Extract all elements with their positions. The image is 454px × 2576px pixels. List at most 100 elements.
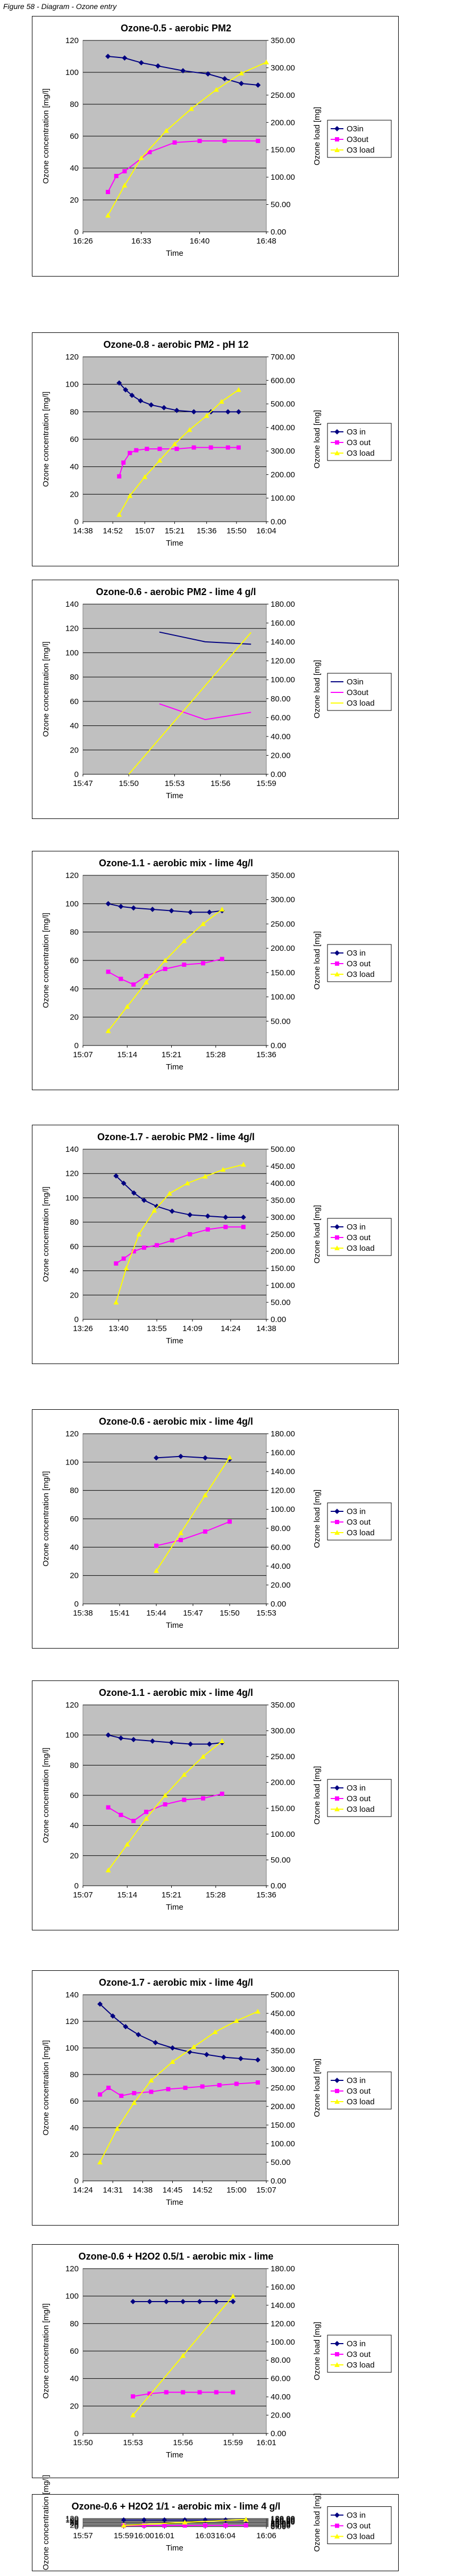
x-tick-label: 16:01 (155, 2531, 175, 2540)
data-point (231, 2390, 236, 2395)
y-tick-label: 100 (65, 68, 79, 77)
series-o3-out (98, 2080, 260, 2098)
data-point (122, 169, 127, 173)
y-tick-label: 20 (70, 1571, 79, 1580)
data-point (145, 447, 149, 451)
chart-svg: Ozone-0.5 - aerobic PM2 0 20 40 60 80 100 120 0.… (41, 23, 392, 258)
legend-swatch-marker (335, 440, 339, 445)
x-tick-label: 16:04 (256, 526, 276, 536)
data-point (130, 2412, 136, 2418)
y2-tick-label: 100.00 (271, 1505, 295, 1514)
y2-tick-label: 100.00 (271, 494, 295, 503)
data-point (131, 1249, 136, 1253)
y-tick-label: 80 (70, 928, 79, 937)
series-o3-out (131, 2390, 236, 2399)
y2-tick-label: 450.00 (271, 2009, 295, 2018)
y2-tick-label: 250.00 (271, 919, 295, 929)
x-tick-label: 14:38 (133, 2186, 153, 2195)
y2-tick-label: 200.00 (271, 1247, 295, 1256)
data-point (105, 901, 111, 907)
y2-tick-label: 100.00 (271, 173, 295, 182)
legend-label: O3 load (347, 1528, 375, 1537)
data-point (117, 474, 122, 479)
x-tick-label: 14:52 (103, 526, 123, 536)
x-tick-label: 15:41 (110, 1609, 130, 1618)
data-point (222, 139, 227, 143)
legend-swatch-marker (335, 2523, 339, 2528)
y2-tick-label: 300.00 (271, 63, 295, 72)
data-point (97, 2160, 103, 2164)
y2-tick-label: 160.00 (271, 1449, 295, 1458)
data-point (113, 1173, 119, 1179)
y2-tick-label: 50.00 (271, 200, 291, 210)
chart-svg: Ozone-0.8 - aerobic PM2 - pH 12 0 20 40 60 80… (41, 339, 392, 548)
y2-tick-label: 0.00 (271, 770, 286, 779)
legend-swatch-marker (335, 2352, 339, 2356)
chart-title: Ozone-0.6 + H2O2 0.5/1 - aerobic mix - l… (79, 2251, 274, 2262)
data-point (157, 447, 162, 451)
data-point (163, 128, 169, 133)
chart-title: Ozone-1.1 - aerobic mix - lime 4g/l (99, 1687, 253, 1698)
data-point (223, 1215, 229, 1220)
y-tick-label: 120 (65, 353, 79, 362)
y-tick-label: 60 (70, 1515, 79, 1524)
data-point (162, 2523, 167, 2528)
x-tick-label: 16:03 (195, 2531, 215, 2540)
x-tick-label: 15:36 (256, 1891, 276, 1900)
data-point (169, 908, 174, 914)
data-point (255, 2009, 260, 2014)
y-tick-label: 60 (70, 1242, 79, 1251)
data-point (106, 1805, 111, 1810)
legend-swatch-marker (334, 147, 340, 152)
x-tick-label: 15:21 (162, 1050, 182, 1059)
data-point (122, 55, 128, 61)
data-point (147, 2299, 153, 2304)
y-axis-label: Ozone concentration [mg/l] (41, 2475, 51, 2570)
x-tick-label: 15:36 (256, 1050, 276, 1059)
legend-swatch-marker (334, 1530, 340, 1535)
y-axis-label: Ozone concentration [mg/l] (41, 391, 51, 487)
legend-label: O3 load (347, 2532, 375, 2541)
data-point (138, 60, 144, 65)
data-point (124, 1003, 130, 1009)
x-tick-label: 15:44 (146, 1609, 166, 1618)
y-tick-label: 60 (70, 2519, 79, 2528)
y2-tick-label: 400.00 (271, 1179, 295, 1188)
y2-tick-label: 100.00 (271, 2139, 295, 2148)
series-line (156, 1521, 230, 1546)
legend-label: O3in (347, 124, 364, 133)
y2-tick-label: 150.00 (271, 968, 295, 977)
series-line (159, 631, 251, 645)
y-tick-label: 120 (65, 1701, 79, 1710)
data-point (148, 2078, 154, 2082)
y2-tick-label: 400.00 (271, 423, 295, 432)
y2-tick-label: 80.00 (271, 695, 291, 704)
data-point (114, 2126, 120, 2131)
data-point (233, 2018, 239, 2023)
data-point (131, 1819, 136, 1824)
legend-label: O3 load (347, 449, 375, 458)
plot-area (82, 604, 267, 775)
x-axis-label: Time (166, 1621, 183, 1630)
data-point (121, 2517, 127, 2523)
y2-tick-label: 160.00 (271, 619, 295, 628)
y2-tick-label: 120.00 (271, 1486, 295, 1495)
y2-tick-label: 180.00 (271, 2264, 295, 2273)
legend-label: O3 in (347, 428, 366, 437)
data-point (218, 399, 224, 404)
series-line (115, 1175, 243, 1218)
x-axis-label: Time (166, 791, 183, 800)
legend-label: O3 load (347, 1805, 375, 1814)
data-point (205, 1227, 210, 1232)
y-tick-label: 40 (70, 722, 79, 731)
y-tick-label: 40 (70, 463, 79, 472)
data-point (106, 2086, 111, 2090)
y-tick-label: 40 (70, 2520, 79, 2529)
y2-tick-label: 60.00 (271, 713, 291, 722)
series-line (107, 62, 267, 216)
y-tick-label: 0 (74, 1315, 79, 1324)
chart-2: Ozone-0.8 - aerobic PM2 - pH 12 0 20 40 60 80… (32, 332, 399, 566)
data-point (163, 967, 167, 971)
y2-tick-label: 180.00 (271, 2514, 295, 2523)
data-point (141, 1198, 147, 1203)
